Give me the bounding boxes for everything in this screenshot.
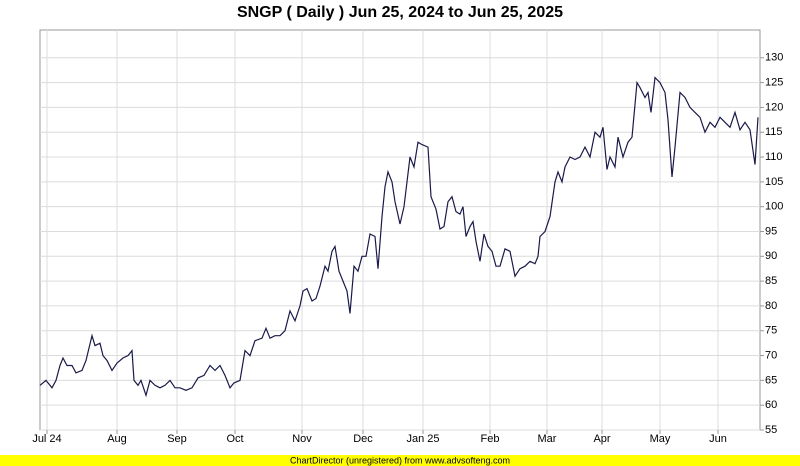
footer: ChartDirector (unregistered) from www.ad… — [290, 455, 510, 465]
y-tick-label: 95 — [765, 225, 777, 237]
x-tick-label: May — [650, 433, 671, 445]
y-tick-label: 90 — [765, 250, 777, 262]
y-tick-label: 105 — [765, 176, 783, 188]
y-tick-label: 65 — [765, 374, 777, 386]
x-tick-label: Nov — [292, 433, 312, 445]
x-tick-label: Dec — [353, 433, 373, 445]
y-tick-label: 75 — [765, 325, 777, 337]
x-tick-label: Oct — [226, 433, 243, 445]
y-tick-label: 110 — [765, 151, 783, 163]
x-tick-label: Jan 25 — [406, 433, 439, 445]
x-tick-label: Mar — [538, 433, 557, 445]
plot-area — [39, 29, 761, 431]
y-tick-label: 60 — [765, 399, 777, 411]
x-tick-label: Sep — [167, 433, 187, 445]
y-tick-label: 130 — [765, 52, 783, 64]
footer-bar — [0, 455, 800, 466]
y-tick-label: 85 — [765, 275, 777, 287]
y-tick-label: 70 — [765, 349, 777, 361]
y-tick-label: 55 — [765, 424, 777, 436]
y-tick-label: 80 — [765, 300, 777, 312]
chart-title: SNGP ( Daily ) Jun 25, 2024 to Jun 25, 2… — [237, 4, 563, 21]
x-tick-label: Jul 24 — [32, 433, 61, 445]
y-tick-label: 100 — [765, 201, 783, 213]
y-tick-label: 120 — [765, 101, 783, 113]
y-tick-label: 125 — [765, 77, 783, 89]
y-tick-label: 115 — [765, 126, 783, 138]
x-tick-label: Aug — [107, 433, 127, 445]
x-tick-label: Apr — [593, 433, 610, 445]
x-tick-label: Feb — [481, 433, 500, 445]
price-line — [39, 76, 759, 398]
x-tick-label: Jun — [709, 433, 727, 445]
